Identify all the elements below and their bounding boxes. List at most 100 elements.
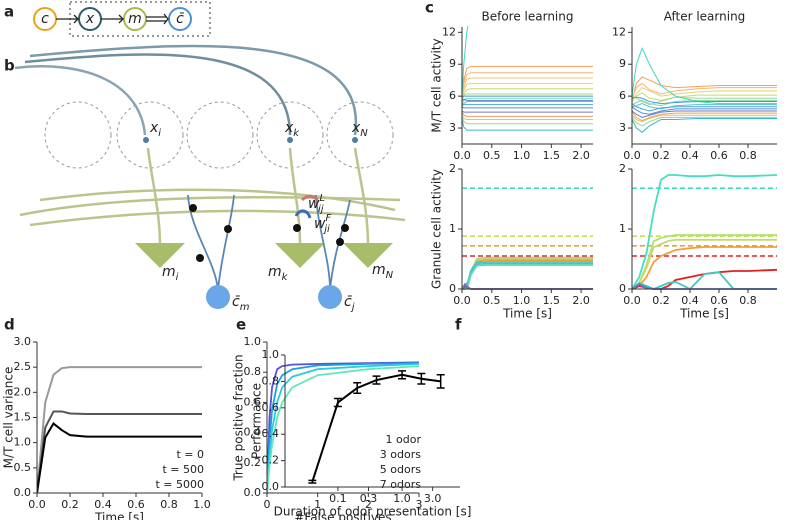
series-line bbox=[267, 362, 420, 494]
y-tick-label: 0.2 bbox=[244, 456, 262, 469]
x-tick-label: 0.4 bbox=[94, 498, 112, 511]
x-tick-label: 1 bbox=[314, 498, 321, 511]
panel-label: e bbox=[236, 316, 246, 334]
label-base: x bbox=[351, 120, 361, 136]
diagram-b bbox=[14, 44, 406, 309]
series-line bbox=[462, 119, 593, 131]
series-line bbox=[632, 106, 777, 115]
y-axis-label: Performance bbox=[250, 383, 264, 459]
node-label: m bbox=[128, 11, 142, 27]
series-line bbox=[37, 410, 202, 494]
series-line bbox=[462, 264, 593, 290]
series-line bbox=[632, 234, 777, 290]
y-tick-label: 1.5 bbox=[14, 411, 32, 424]
series-line bbox=[267, 365, 420, 494]
x-tick-label: 1.0 bbox=[513, 149, 531, 162]
diagram-label: c̄j bbox=[344, 294, 355, 313]
label-base: x bbox=[149, 120, 159, 136]
y-tick-label: 1 bbox=[619, 222, 626, 235]
series-line bbox=[462, 117, 593, 125]
legend-entry: t = 0 bbox=[176, 448, 204, 461]
y-axis-label: Granule cell activity bbox=[430, 169, 444, 289]
series-line bbox=[462, 72, 593, 99]
label-sup: L bbox=[319, 193, 325, 204]
series-line bbox=[267, 361, 420, 494]
cell-circles bbox=[44, 101, 394, 169]
series-line bbox=[632, 268, 778, 290]
panel-label: a bbox=[4, 3, 14, 21]
series-line bbox=[632, 92, 777, 101]
series-line bbox=[632, 99, 777, 107]
series-line bbox=[462, 110, 593, 113]
diagram-label: mN bbox=[372, 262, 394, 281]
x-tick-label: 1.0 bbox=[513, 294, 531, 307]
y-tick-label: 12 bbox=[442, 25, 456, 38]
mitral-cells bbox=[135, 243, 393, 268]
series-line bbox=[632, 103, 777, 112]
y-axis-label: M/T cell variance bbox=[2, 367, 16, 469]
legend-entry: 7 odors bbox=[380, 478, 421, 491]
x-axis-label: #False positives bbox=[294, 511, 391, 520]
series-line bbox=[267, 362, 420, 494]
y-tick-label: 0.5 bbox=[14, 461, 32, 474]
y-tick-label: 1.0 bbox=[244, 335, 262, 348]
x-axis-label: Time [s] bbox=[502, 307, 552, 321]
y-tick-label: 0.0 bbox=[14, 486, 32, 499]
series-line bbox=[37, 422, 202, 494]
node-label: c̄ bbox=[176, 11, 184, 27]
y-tick-label: 3 bbox=[449, 121, 456, 134]
x-axis-label: Time [s] bbox=[679, 307, 729, 321]
y-tick-label: 3 bbox=[619, 121, 626, 134]
error-bar bbox=[398, 370, 407, 380]
x-tick-label: 3 bbox=[416, 498, 423, 511]
label-base: m bbox=[268, 264, 282, 280]
node-label: c bbox=[41, 11, 49, 27]
series-line bbox=[462, 262, 593, 290]
y-tick-label: 6 bbox=[619, 89, 626, 102]
y-tick-label: 2.0 bbox=[14, 385, 32, 398]
label-sup: F bbox=[325, 213, 331, 224]
y-tick-label: 0.6 bbox=[244, 395, 262, 408]
label-sub: j bbox=[350, 302, 355, 313]
x-tick-label: 0.2 bbox=[61, 498, 79, 511]
y-tick-label: 0.0 bbox=[244, 486, 262, 499]
series-line bbox=[632, 110, 777, 118]
y-tick-label: 0.4 bbox=[244, 426, 262, 439]
x-tick-label: 0.0 bbox=[623, 294, 641, 307]
x-tick-label: 1.5 bbox=[543, 149, 561, 162]
y-tick-label: 0.4 bbox=[262, 427, 280, 440]
feedback-weight-arrow bbox=[294, 209, 312, 219]
y-tick-label: 1 bbox=[449, 222, 456, 235]
lateral-weight-arrow bbox=[300, 194, 320, 203]
x-tick-label: 1.0 bbox=[193, 498, 211, 511]
diagram-a: c x m c̄ bbox=[33, 1, 211, 37]
series-line bbox=[632, 76, 777, 102]
series-line bbox=[462, 115, 593, 121]
y-tick-label: 12 bbox=[612, 25, 626, 38]
label-base: x bbox=[284, 120, 294, 136]
label-base: c̄ bbox=[344, 294, 352, 310]
panel-label: b bbox=[4, 57, 15, 75]
y-tick-label: 0.6 bbox=[262, 401, 280, 414]
error-bar bbox=[436, 374, 445, 389]
x-tick-label: 0 bbox=[264, 498, 271, 511]
node-label: x bbox=[85, 11, 95, 27]
x-tick-label: 1.0 bbox=[393, 492, 411, 505]
y-tick-label: 9 bbox=[449, 57, 456, 70]
diagram-label: xi bbox=[149, 120, 161, 139]
granule-cells bbox=[206, 285, 342, 309]
series-line bbox=[462, 77, 593, 101]
x-tick-label: 0.6 bbox=[710, 149, 728, 162]
series-line bbox=[462, 103, 593, 106]
diagram-label: mk bbox=[268, 264, 289, 283]
error-bar bbox=[372, 375, 381, 385]
label-sub: k bbox=[293, 128, 300, 139]
y-axis-label: True positive fraction bbox=[232, 354, 246, 481]
label-base: m bbox=[372, 262, 386, 278]
series-line bbox=[462, 100, 593, 108]
synapse-dots bbox=[143, 137, 358, 143]
y-tick-label: 6 bbox=[449, 89, 456, 102]
series-line bbox=[632, 114, 777, 123]
series-line bbox=[462, 95, 593, 99]
y-tick-label: 2 bbox=[619, 162, 626, 175]
